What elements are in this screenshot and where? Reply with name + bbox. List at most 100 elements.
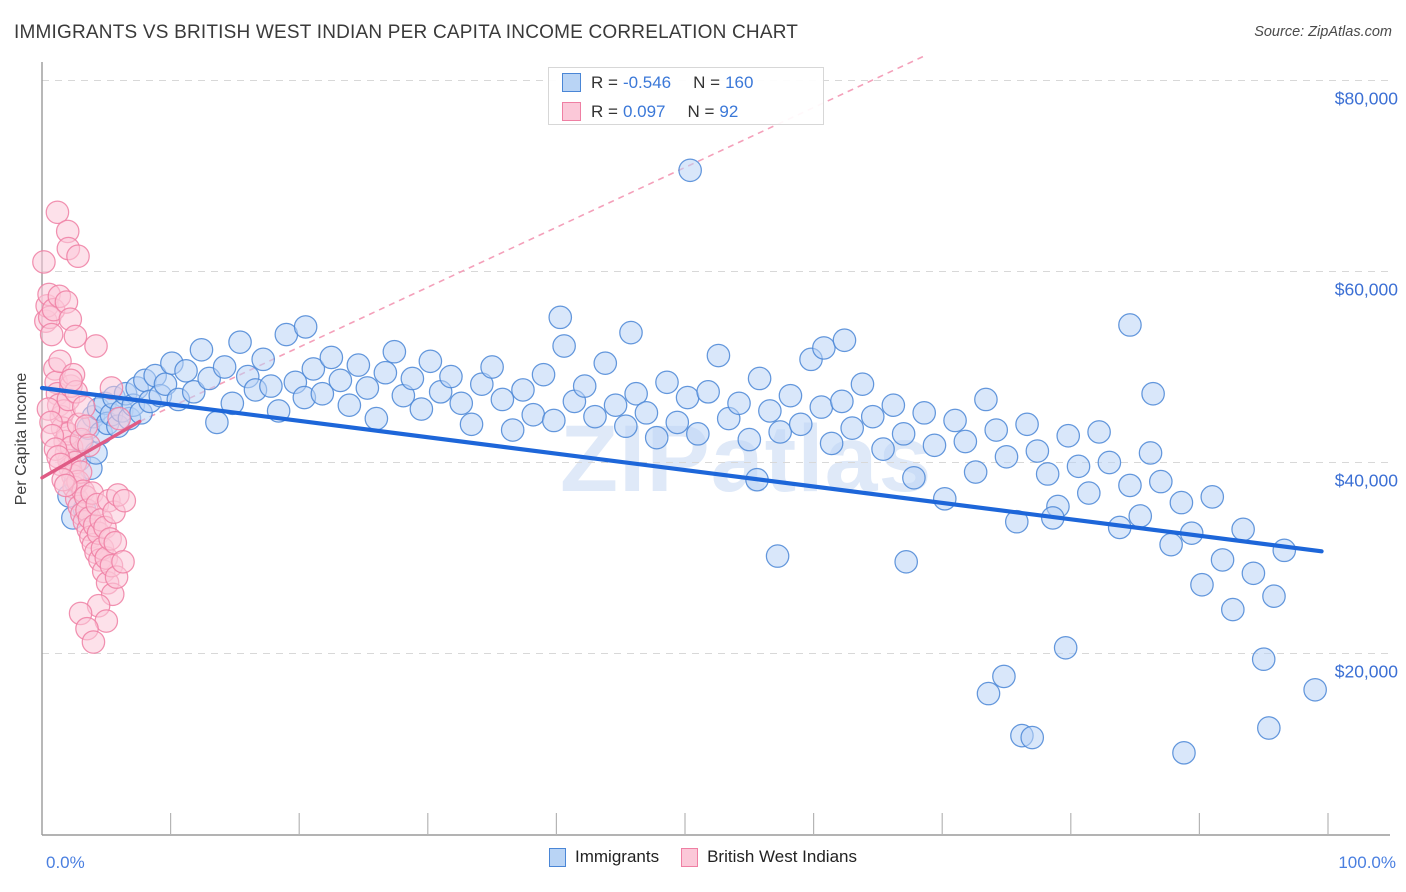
y-axis-tick-label: $20,000 xyxy=(1334,661,1398,681)
data-point xyxy=(1272,538,1297,563)
r-label-bwi: R = xyxy=(591,101,618,121)
data-point xyxy=(976,681,1001,706)
data-point xyxy=(189,337,214,362)
data-point xyxy=(382,339,407,364)
data-point xyxy=(1138,441,1163,465)
data-point xyxy=(364,406,389,431)
data-point xyxy=(63,324,88,349)
n-value-immigrants: 160 xyxy=(725,72,754,92)
data-point xyxy=(337,393,362,418)
data-point xyxy=(758,399,782,423)
data-point xyxy=(912,401,937,425)
data-point xyxy=(1141,381,1165,406)
data-point xyxy=(212,355,237,379)
data-point xyxy=(418,349,443,374)
data-point xyxy=(812,336,836,360)
data-point xyxy=(768,420,792,444)
data-point xyxy=(1241,561,1266,586)
data-point xyxy=(1128,504,1153,528)
data-point xyxy=(449,391,474,416)
data-point xyxy=(819,431,844,456)
data-point xyxy=(480,355,504,379)
trendline-british-west-indians xyxy=(40,419,142,480)
stats-row-british-west-indians: R = 0.097 N = 92 xyxy=(549,97,823,126)
data-point xyxy=(943,408,967,433)
data-point xyxy=(111,549,135,574)
n-label-bwi: N = xyxy=(687,101,715,121)
data-point xyxy=(953,429,978,454)
legend-label-immigrants: Immigrants xyxy=(575,847,660,866)
data-point xyxy=(400,366,425,391)
data-point xyxy=(902,465,926,490)
data-point xyxy=(1262,584,1286,609)
data-point xyxy=(706,343,731,368)
data-point xyxy=(634,401,659,425)
data-point xyxy=(1056,423,1081,448)
data-point xyxy=(1251,647,1276,672)
legend-item-immigrants[interactable]: Immigrants xyxy=(549,847,659,867)
source-attribution: Source: ZipAtlas.com xyxy=(1254,24,1392,40)
x-axis-min-label: 0.0% xyxy=(46,853,85,872)
legend-item-british-west-indians[interactable]: British West Indians xyxy=(681,847,857,867)
y-axis-tick-label: $60,000 xyxy=(1334,279,1398,299)
data-point xyxy=(490,387,515,412)
data-point xyxy=(1257,716,1281,740)
r-label-immigrants: R = xyxy=(591,72,618,92)
data-point xyxy=(1231,517,1255,542)
data-point xyxy=(737,427,762,452)
data-point xyxy=(974,387,998,412)
data-point xyxy=(319,345,344,370)
data-point xyxy=(81,630,106,654)
data-point xyxy=(1221,597,1245,622)
correlation-stats-legend: R = -0.546 N = 160 R = 0.097 N = 92 xyxy=(548,67,824,125)
data-point xyxy=(259,374,283,398)
data-point xyxy=(644,425,669,450)
data-point xyxy=(894,549,919,574)
legend-color-british-west-indians-icon xyxy=(681,847,699,867)
r-value-bwi: 0.097 xyxy=(622,101,666,121)
data-point xyxy=(1172,740,1196,765)
data-point xyxy=(984,418,1009,442)
data-point xyxy=(696,380,720,404)
data-point xyxy=(1303,677,1327,702)
data-point xyxy=(809,395,834,419)
data-point xyxy=(251,347,276,372)
data-point xyxy=(655,370,679,395)
data-point xyxy=(686,422,710,446)
y-axis-title: Per Capita Income xyxy=(13,372,30,506)
data-point xyxy=(881,393,906,418)
data-point xyxy=(830,389,854,414)
data-point xyxy=(310,381,335,406)
data-point xyxy=(1035,462,1060,486)
data-point xyxy=(1169,490,1194,515)
data-point xyxy=(922,433,947,458)
data-point xyxy=(328,368,353,393)
data-point xyxy=(1200,485,1225,509)
data-point xyxy=(1148,469,1173,494)
y-axis-tick-label: $40,000 xyxy=(1334,470,1398,490)
data-point xyxy=(439,364,463,389)
stats-row-immigrants: R = -0.546 N = 160 xyxy=(549,68,823,97)
series-legend: Immigrants British West Indians xyxy=(0,847,1406,867)
data-point xyxy=(832,328,857,353)
data-point xyxy=(99,376,124,400)
data-point xyxy=(552,334,576,358)
data-point xyxy=(39,322,64,347)
legend-label-british-west-indians: British West Indians xyxy=(707,847,857,866)
data-point xyxy=(542,408,566,433)
data-point xyxy=(678,158,702,183)
data-point xyxy=(1159,532,1183,557)
data-point xyxy=(624,381,648,406)
data-point xyxy=(521,402,546,427)
data-point xyxy=(614,414,638,439)
series-points-british-west-indians xyxy=(32,200,137,654)
data-point xyxy=(593,351,618,376)
data-point xyxy=(59,368,83,393)
data-point xyxy=(603,393,628,418)
data-point xyxy=(181,380,206,404)
n-label-immigrants: N = xyxy=(693,72,721,92)
data-point xyxy=(220,391,245,416)
data-point xyxy=(583,404,607,429)
data-point xyxy=(1210,548,1235,572)
